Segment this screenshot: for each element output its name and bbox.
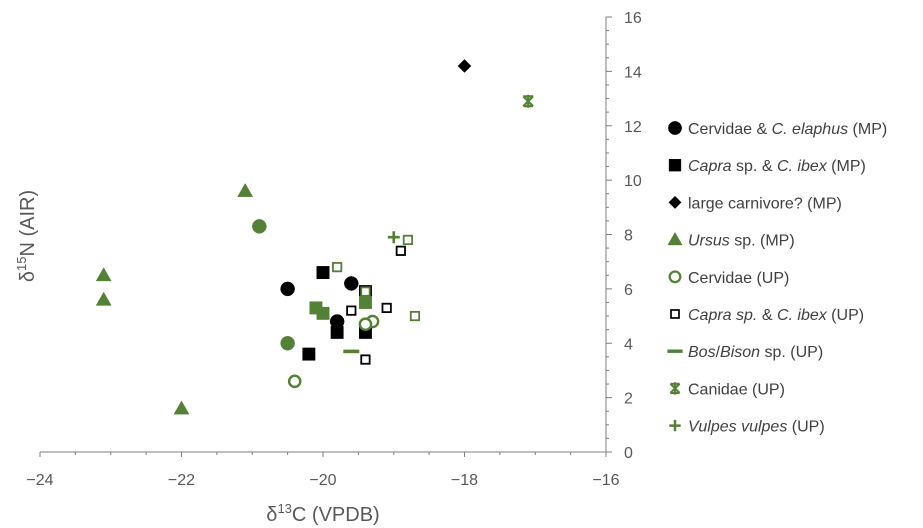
- data-point: [346, 305, 357, 316]
- x-tick-label: −24: [26, 472, 53, 489]
- data-point: [358, 317, 373, 332]
- x-tick-label: −18: [451, 472, 478, 489]
- data-point: [344, 276, 359, 291]
- legend-label: large carnivore? (MP): [688, 195, 842, 212]
- y-tick-label: 6: [624, 282, 633, 299]
- data-point: [343, 349, 360, 354]
- legend-marker: [668, 195, 682, 209]
- x-tick-label: −20: [309, 472, 336, 489]
- data-point: [95, 267, 112, 282]
- legend-label: Bos/Bison sp. (UP): [688, 344, 823, 361]
- y-axis-title: δ15N (AIR): [14, 190, 39, 282]
- y-tick-label: 12: [624, 119, 642, 136]
- legend-marker: [669, 419, 681, 432]
- legend-item: Capra sp. & C. ibex (UP): [670, 307, 864, 324]
- series-5: [332, 234, 421, 365]
- legend-label: Cervidae (UP): [688, 270, 789, 287]
- data-point: [316, 306, 330, 320]
- legend-marker: [668, 121, 682, 135]
- data-point: [173, 400, 190, 415]
- data-point: [360, 286, 371, 297]
- data-point: [522, 94, 534, 108]
- series-0: [280, 276, 359, 329]
- legend-marker: [668, 270, 682, 284]
- legend-marker: [670, 309, 680, 319]
- y-tick-label: 14: [624, 64, 642, 81]
- y-tick-label: 2: [624, 391, 633, 408]
- data-point: [332, 262, 343, 273]
- y-tick-label: 0: [624, 445, 633, 462]
- data-point: [287, 374, 302, 389]
- data-point: [359, 296, 372, 309]
- legend-item: Cervidae & C. elaphus (MP): [668, 121, 887, 138]
- data-point: [252, 219, 267, 234]
- legend-item: Cervidae (UP): [668, 270, 789, 287]
- series-3: [95, 182, 372, 415]
- legend-label: Capra sp. & C. ibex (UP): [688, 307, 864, 324]
- data-point: [387, 231, 400, 244]
- legend-item: Vulpes vulpes (UP): [669, 419, 825, 436]
- y-tick-label: 4: [624, 336, 633, 353]
- data-points: [95, 59, 534, 415]
- data-point: [302, 347, 316, 361]
- legend-item: Canidae (UP): [669, 381, 785, 398]
- x-tick-label: −16: [592, 472, 619, 489]
- legend-item: Ursus sp. (MP): [667, 231, 795, 250]
- data-point: [395, 245, 406, 256]
- series-8: [387, 231, 400, 244]
- data-point: [330, 325, 344, 339]
- series-7: [522, 94, 534, 108]
- axes: −24 −22 −20 −18 −16 0 2 4 6 8 10 12 14 16: [26, 10, 641, 489]
- legend-marker: [668, 159, 682, 172]
- data-point: [280, 336, 295, 351]
- data-point: [381, 302, 392, 314]
- x-axis-title: δ13C (VPDB): [266, 501, 379, 526]
- y-tick-label: 16: [624, 10, 642, 27]
- legend-label: Canidae (UP): [688, 381, 785, 398]
- legend-item: large carnivore? (MP): [668, 195, 842, 212]
- data-point: [402, 234, 414, 246]
- series-2: [457, 59, 472, 73]
- data-point: [457, 59, 472, 73]
- data-point: [95, 291, 112, 306]
- y-tick-label: 8: [624, 228, 633, 245]
- series-6: [343, 349, 360, 354]
- data-point: [316, 266, 330, 280]
- legend: Cervidae & C. elaphus (MP) Capra sp. & C.…: [667, 121, 887, 436]
- legend-item: Bos/Bison sp. (UP): [667, 344, 823, 361]
- legend-marker: [667, 231, 683, 246]
- legend-label: Vulpes vulpes (UP): [688, 419, 825, 436]
- data-point: [237, 182, 254, 197]
- legend-label: Cervidae & C. elaphus (MP): [688, 121, 887, 138]
- data-point: [280, 281, 295, 297]
- y-tick-label: 10: [624, 173, 642, 190]
- data-point: [409, 310, 421, 322]
- legend-marker: [667, 349, 683, 353]
- data-point: [360, 354, 371, 365]
- legend-label: Ursus sp. (MP): [688, 233, 795, 250]
- x-tick-label: −22: [168, 472, 195, 489]
- series-4: [287, 314, 380, 389]
- legend-label: Capra sp. & C. ibex (MP): [688, 158, 866, 175]
- legend-item: Capra sp. & C. ibex (MP): [668, 158, 866, 175]
- legend-marker: [669, 382, 681, 395]
